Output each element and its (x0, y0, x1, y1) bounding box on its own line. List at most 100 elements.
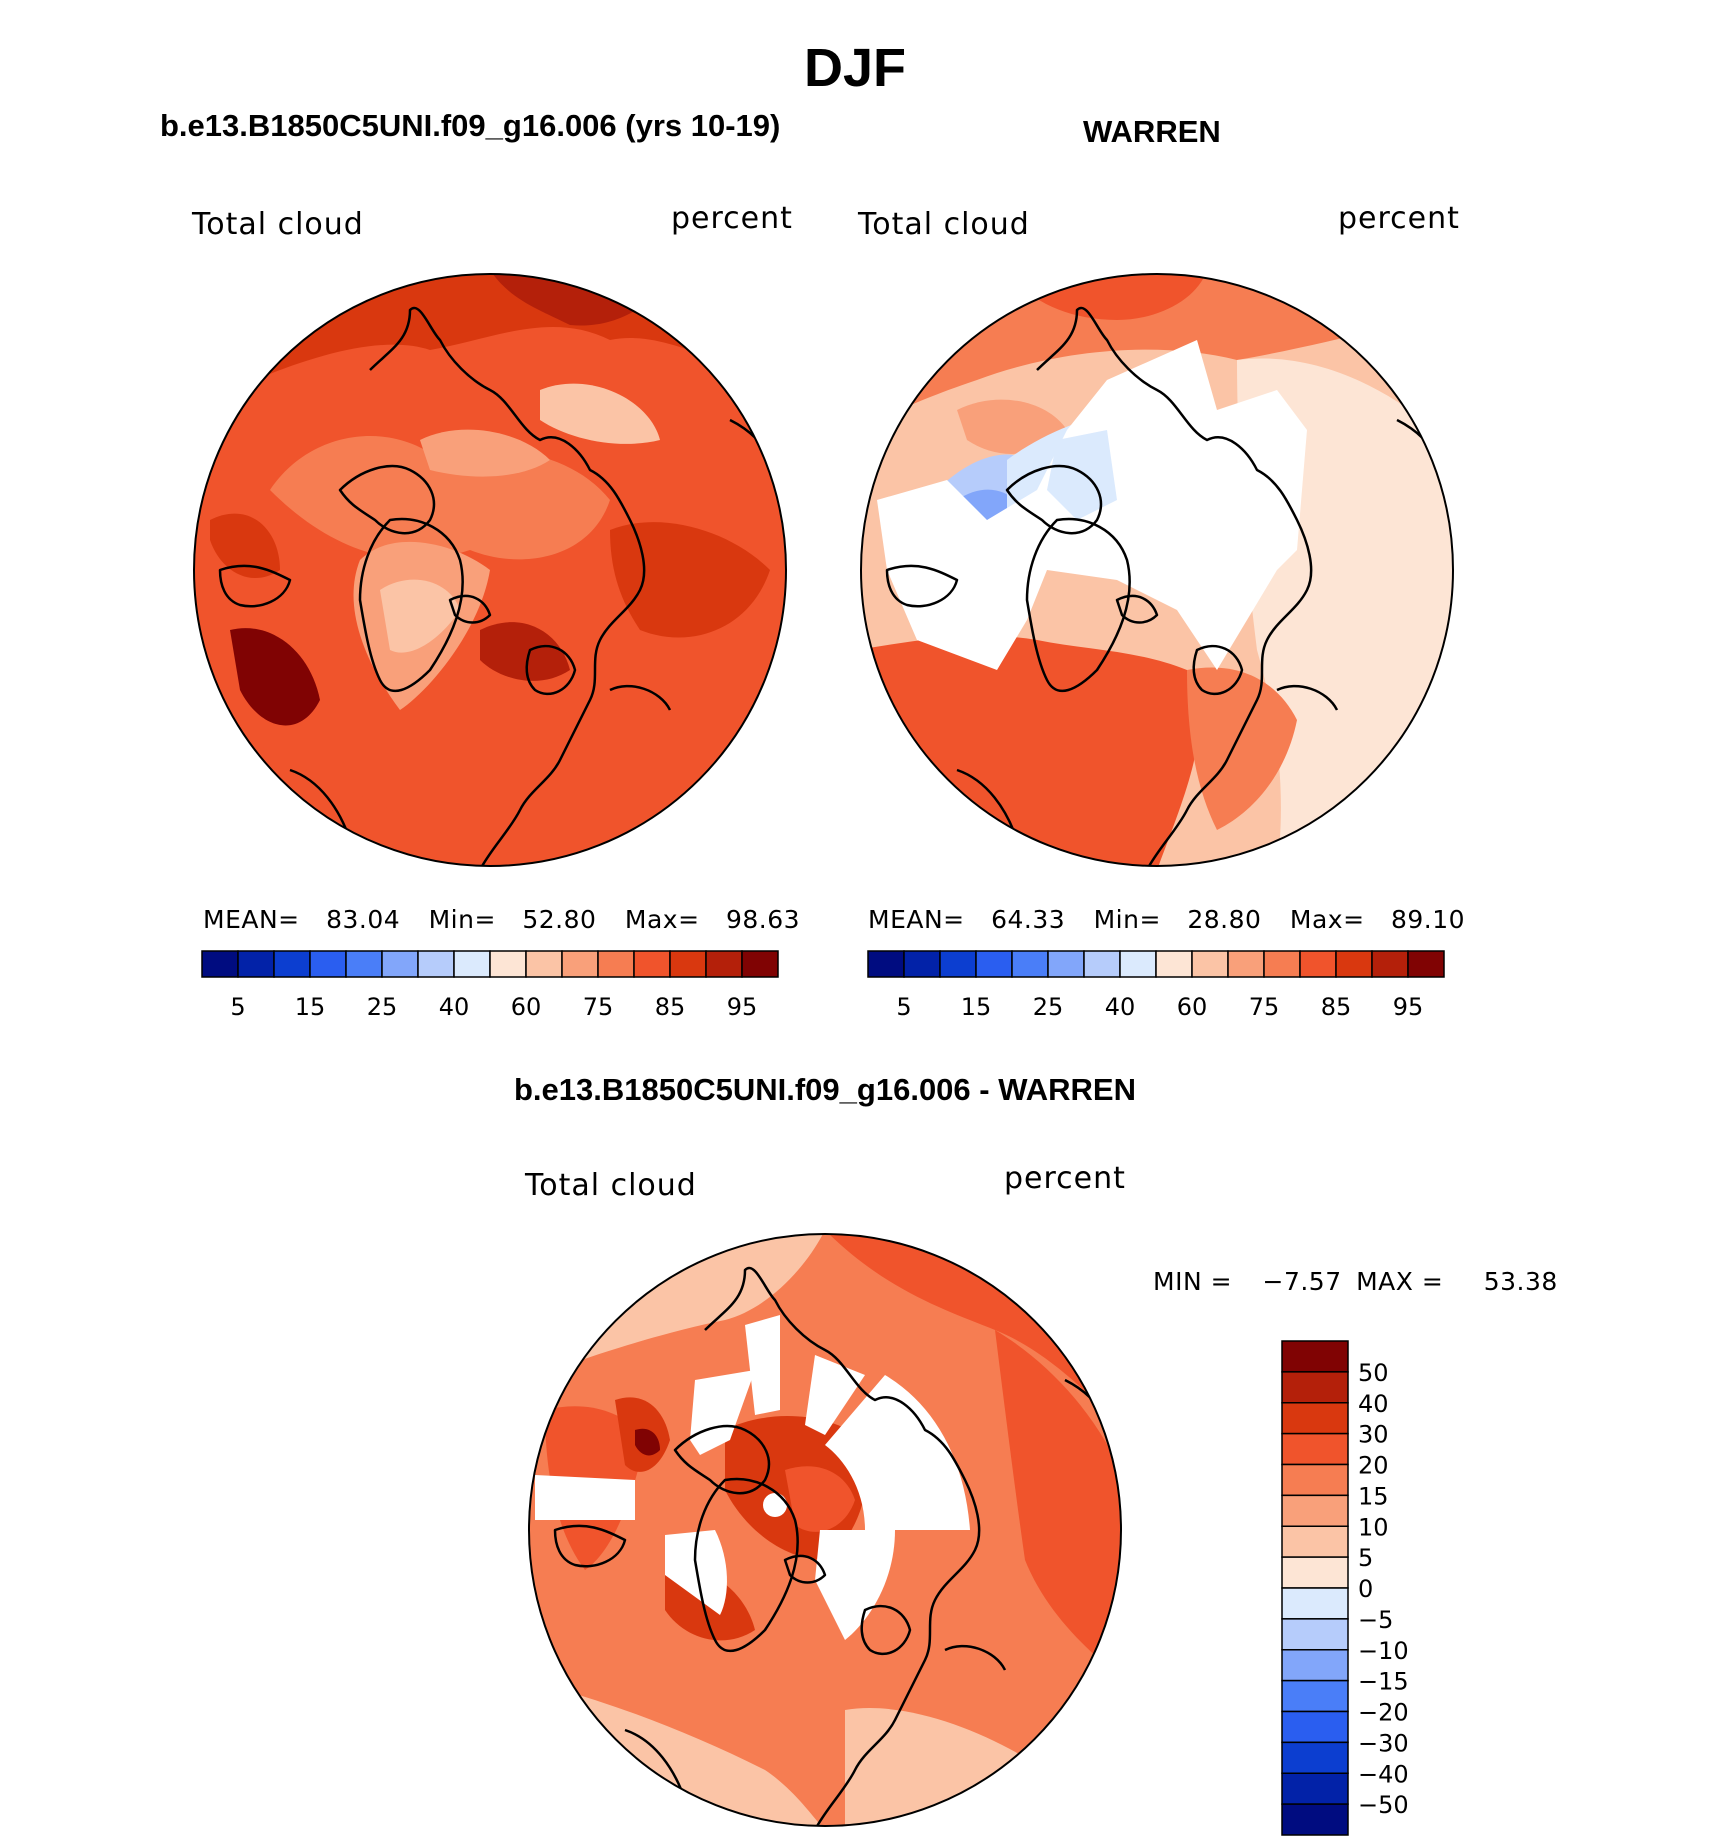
colorbar-swatch (273, 950, 311, 978)
pole-hole (763, 1493, 787, 1517)
colorbar-swatch (525, 950, 563, 978)
colorbar-swatch (1371, 950, 1409, 978)
colorbar-swatch (1281, 1772, 1349, 1805)
colorbar-tick-label: 95 (1393, 993, 1424, 1019)
colorbar-swatch (1281, 1587, 1349, 1620)
colorbar-tick-label: −5 (1358, 1606, 1393, 1634)
contour-region (210, 513, 280, 579)
colorbar-swatch (1281, 1741, 1349, 1774)
colorbar-swatch (1281, 1556, 1349, 1589)
colorbar-swatch (1407, 950, 1445, 978)
colorbar-swatch (345, 950, 383, 978)
contour-region (480, 622, 570, 681)
min-label: MIN = (1153, 1267, 1233, 1296)
contour-region (420, 429, 550, 477)
mean-value: 83.04 (326, 905, 401, 934)
panel-2-polar-map (860, 273, 1454, 867)
page-title: DJF (803, 38, 906, 98)
max-value: 89.10 (1391, 905, 1466, 934)
mean-label: MEAN= (203, 905, 300, 934)
panel-3-title: b.e13.B1850C5UNI.f09_g16.006 - WARREN (514, 1072, 1136, 1107)
map-boundary (528, 1233, 1122, 1827)
contour-region (785, 1466, 855, 1532)
panel-3-polar-map (528, 1233, 1122, 1827)
colorbar-swatch (705, 950, 743, 978)
contour-region (635, 1428, 660, 1456)
panel-2-colorbar: 5 15 25 40 60 75 85 95 (867, 950, 1445, 1019)
panel-2-stats: MEAN= 64.33 Min= 28.80 Max= 89.10 (868, 905, 1465, 934)
colorbar-swatch (669, 950, 707, 978)
colorbar-swatch (1047, 950, 1085, 978)
max-label: Max= (1289, 905, 1365, 934)
colorbar-swatch (1281, 1679, 1349, 1713)
colorbar-swatch (1281, 1340, 1349, 1373)
colorbar-swatch (1281, 1803, 1349, 1836)
colorbar-swatch (1263, 950, 1301, 978)
colorbar-swatch (201, 950, 239, 978)
colorbar-tick-label: 95 (727, 993, 758, 1019)
colorbar-swatch (1281, 1494, 1349, 1527)
contour-region (380, 579, 460, 653)
colorbar-swatch (1281, 1649, 1349, 1682)
contour-region (1187, 667, 1297, 830)
colorbar-tick-label: 15 (1358, 1482, 1389, 1510)
colorbar-tick-label: 0 (1358, 1575, 1373, 1603)
panel-1-title: b.e13.B1850C5UNI.f09_g16.006 (yrs 10-19) (160, 108, 781, 143)
colorbar-tick-label: −20 (1358, 1699, 1409, 1727)
colorbar-swatch (633, 950, 671, 978)
colorbar-swatch (381, 950, 419, 978)
colorbar-swatch (1119, 950, 1157, 978)
colorbar-tick-label: 75 (1249, 993, 1280, 1019)
colorbar-tick-label: 75 (583, 993, 614, 1019)
colorbar-tick-label: 60 (1177, 993, 1208, 1019)
colorbar-swatch (597, 950, 635, 978)
colorbar-tick-label: 40 (439, 993, 470, 1019)
colorbar-tick-label: −30 (1358, 1729, 1409, 1757)
panel-3-stats: MIN = −7.57 MAX = 53.38 (1153, 1267, 1558, 1296)
colorbar-tick-label: 15 (295, 993, 326, 1019)
colorbar-tick-label: 10 (1358, 1513, 1389, 1541)
min-value: −7.57 (1262, 1267, 1342, 1296)
panel-1-units-label: percent (671, 201, 793, 236)
panel-3-units-label: percent (1004, 1161, 1126, 1196)
colorbar-swatch (1083, 950, 1121, 978)
colorbar-tick-label: 40 (1358, 1390, 1389, 1418)
colorbar-tick-label: −50 (1358, 1791, 1409, 1819)
colorbar-tick-label: 25 (1033, 993, 1064, 1019)
panel-1-colorbar: 5 15 25 40 60 75 85 95 (201, 950, 779, 1019)
colorbar-swatch (309, 950, 347, 978)
colorbar-tick-label: 20 (1358, 1452, 1389, 1480)
colorbar-swatch (1281, 1463, 1349, 1497)
min-label: Min= (428, 905, 496, 934)
panel-2-title: WARREN (1083, 114, 1221, 149)
colorbar-swatch (1299, 950, 1337, 978)
min-value: 52.80 (522, 905, 597, 934)
colorbar-tick-label: 15 (961, 993, 992, 1019)
mean-value: 64.33 (991, 905, 1066, 934)
map-boundary (193, 273, 787, 867)
colorbar-swatch (1335, 950, 1373, 978)
colorbar-swatch (453, 950, 491, 978)
colorbar-swatch (939, 950, 977, 978)
map-boundary (860, 273, 1454, 867)
mean-label: MEAN= (868, 905, 965, 934)
colorbar-swatch (1281, 1710, 1349, 1744)
colorbar-swatch (741, 950, 779, 978)
colorbar-swatch (237, 950, 275, 978)
max-value: 98.63 (726, 905, 801, 934)
colorbar-swatch (1281, 1432, 1349, 1466)
contour-region (610, 522, 770, 638)
panel-2-variable-label: Total cloud (858, 207, 1030, 242)
max-label: MAX = (1356, 1267, 1444, 1296)
contour-region (861, 635, 1200, 866)
colorbar-swatch (1227, 950, 1265, 978)
max-value: 53.38 (1483, 1267, 1558, 1296)
colorbar-tick-label: 40 (1105, 993, 1136, 1019)
panel-2-units-label: percent (1338, 201, 1460, 236)
colorbar-swatch (1191, 950, 1229, 978)
colorbar-swatch (867, 950, 905, 978)
colorbar-tick-label: 85 (1321, 993, 1352, 1019)
colorbar-tick-label: 30 (1358, 1421, 1389, 1449)
contour-region (540, 383, 660, 444)
